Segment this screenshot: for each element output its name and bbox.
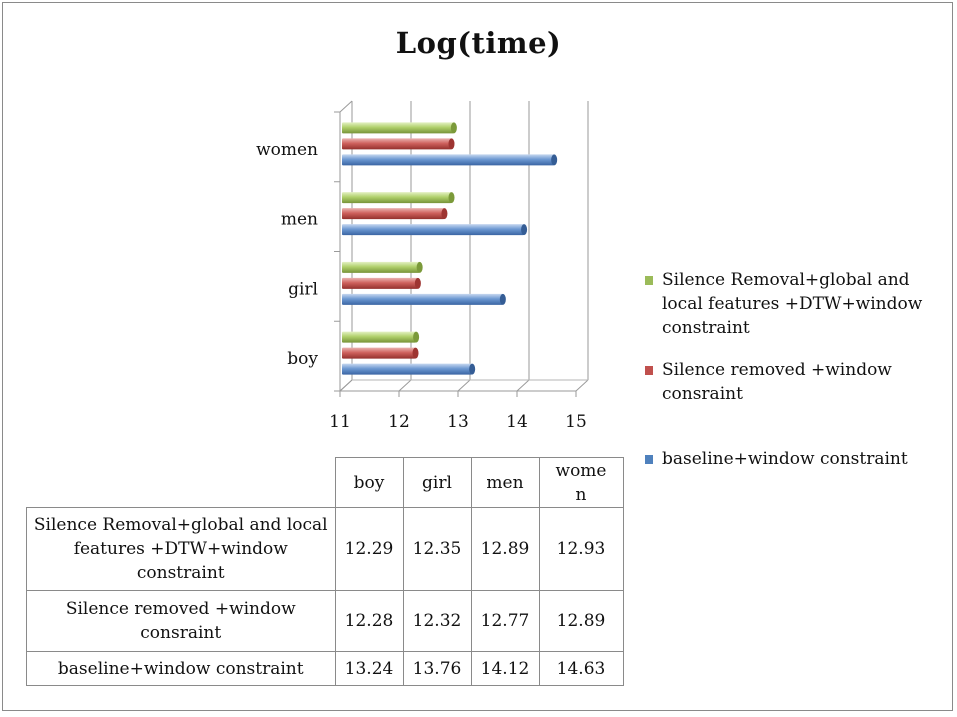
table-cell: 12.28	[334, 590, 404, 652]
legend-item-baseline: baseline+window constraint	[645, 447, 935, 471]
bar-cap-boy-series-0	[413, 331, 420, 343]
table-cell: 12.93	[538, 507, 624, 591]
table-row-label: Silence removed +window consraint	[26, 590, 336, 652]
bar-cap-women-series-1	[448, 138, 455, 150]
bar-girl-series-0	[342, 261, 420, 273]
table-cell: 12.89	[470, 507, 540, 591]
legend-swatch-blue	[645, 455, 653, 464]
table-corner	[27, 458, 336, 508]
table-cell: 12.89	[538, 590, 624, 652]
y-tick-label-women: women	[256, 140, 318, 160]
bar-cap-girl-series-1	[414, 277, 421, 289]
legend-label: Silence Removal+global and local feature…	[662, 270, 923, 338]
floor-left-edge	[339, 379, 353, 392]
x-tick-label: 13	[447, 412, 469, 432]
gridline-floor	[575, 379, 589, 392]
legend-item-silence-removal-global: Silence Removal+global and local feature…	[645, 268, 935, 340]
bar-women-series-0	[342, 122, 454, 134]
gridline-floor	[398, 379, 412, 392]
bar-cap-women-series-0	[450, 122, 457, 134]
data-table: boy girl men wome n Silence Removal+glob…	[26, 457, 624, 686]
x-tick-label: 15	[565, 412, 587, 432]
bar-girl-series-1	[342, 277, 418, 289]
bar-women-series-2	[342, 154, 555, 166]
legend-label: baseline+window constraint	[662, 449, 908, 469]
gridline-floor	[457, 379, 471, 392]
y-tick-label-boy: boy	[287, 349, 318, 369]
bar-cap-men-series-1	[441, 208, 448, 220]
bar-girl-series-2	[342, 293, 503, 305]
y-tick-label-girl: girl	[288, 279, 318, 299]
x-tick-label: 14	[506, 412, 528, 432]
table-cell: 14.63	[538, 651, 624, 686]
table-row-label: Silence Removal+global and local feature…	[26, 507, 336, 591]
table-cell: 12.77	[470, 590, 540, 652]
table-cell: 13.76	[402, 651, 472, 686]
bar-cap-men-series-0	[448, 192, 455, 204]
table-cell: 14.12	[470, 651, 540, 686]
y-tick-label-men: men	[281, 210, 318, 230]
bar-cap-girl-series-2	[499, 293, 506, 305]
table-row: baseline+window constraint 13.24 13.76 1…	[26, 651, 624, 686]
table-header-cell: girl	[402, 457, 472, 508]
table-row: Silence Removal+global and local feature…	[26, 507, 624, 591]
table-header-row: boy girl men wome n	[27, 457, 624, 508]
chart-title: Log(time)	[395, 26, 562, 60]
bar-cap-boy-series-1	[412, 347, 419, 359]
table-header-cell: wome n	[538, 457, 624, 508]
bar-cap-girl-series-0	[416, 261, 423, 273]
bar-men-series-1	[342, 208, 445, 220]
gridline-floor	[516, 379, 530, 392]
x-tick-label: 11	[329, 412, 351, 432]
table-cell: 12.32	[402, 590, 472, 652]
table-header-cell: men	[470, 457, 540, 508]
table-header-cell: boy	[334, 457, 404, 508]
legend-item-silence-removed: Silence removed +window consraint	[645, 358, 935, 406]
table-cell: 12.35	[402, 507, 472, 591]
table-cell: 12.29	[334, 507, 404, 591]
bar-men-series-2	[342, 224, 525, 236]
table-row: Silence removed +window consraint 12.28 …	[26, 590, 624, 652]
bar-cap-boy-series-2	[469, 363, 476, 375]
bar-boy-series-0	[342, 331, 417, 343]
table-cell: 13.24	[334, 651, 404, 686]
bar-boy-series-2	[342, 363, 473, 375]
bar-women-series-1	[342, 138, 452, 150]
back-wall-top-left	[339, 100, 353, 113]
bar-men-series-0	[342, 192, 452, 204]
table-row-label: baseline+window constraint	[26, 651, 336, 686]
bar-boy-series-1	[342, 347, 416, 359]
legend-label: Silence removed +window consraint	[662, 360, 892, 404]
bar-cap-women-series-2	[551, 154, 558, 166]
x-tick-label: 12	[388, 412, 410, 432]
legend-swatch-green	[645, 276, 653, 285]
bar-cap-men-series-2	[521, 224, 528, 236]
legend-swatch-red	[645, 366, 653, 375]
